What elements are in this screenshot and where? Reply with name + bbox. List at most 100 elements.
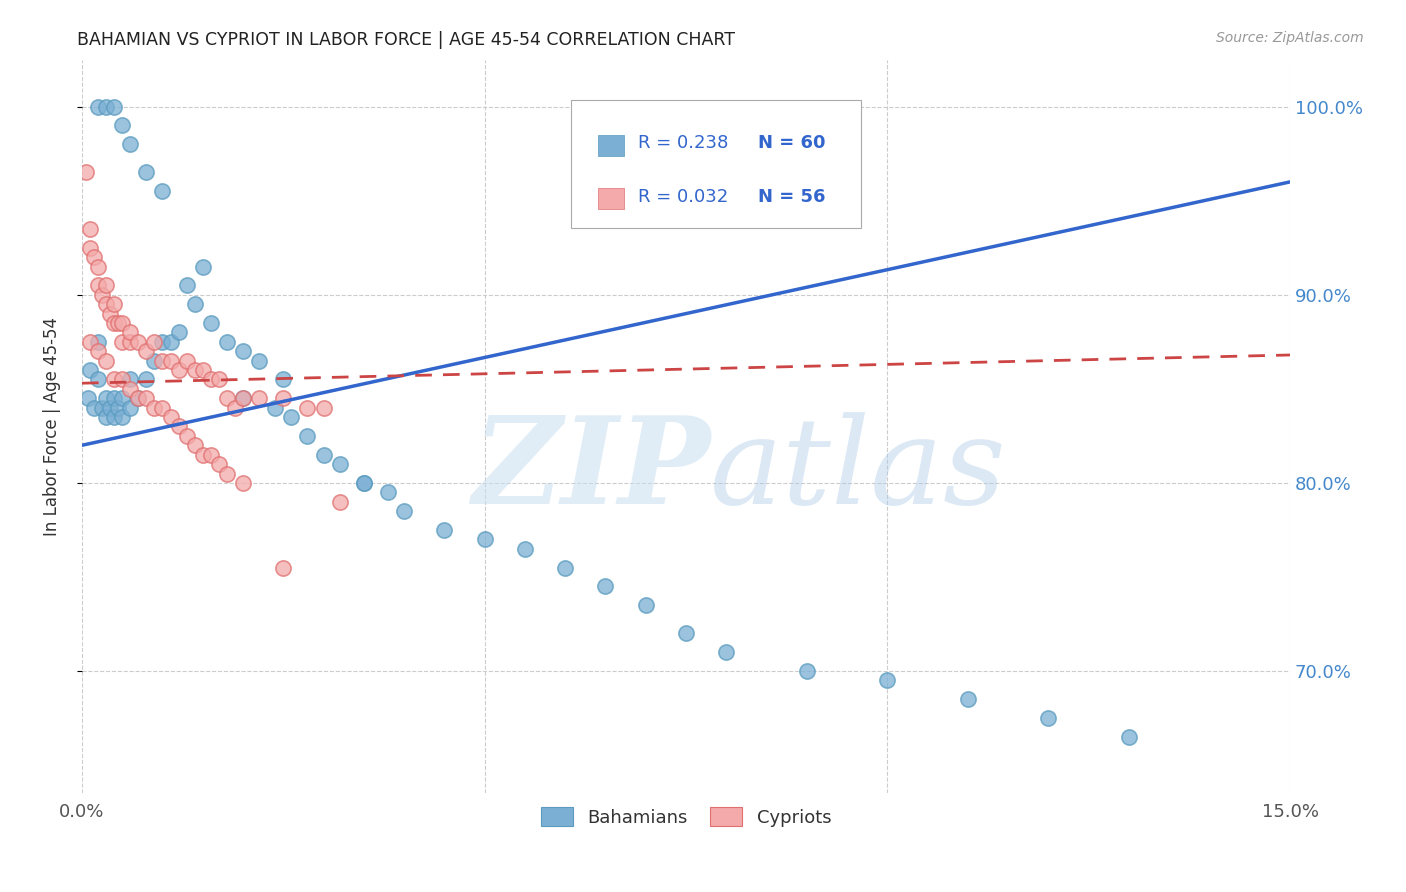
Point [103, 372, 125, 386]
Point [224, 401, 246, 415]
Point [135, 391, 157, 405]
Point [103, 297, 125, 311]
Point [79, 363, 101, 377]
FancyBboxPatch shape [598, 188, 624, 210]
Point [876, 673, 898, 688]
Point [271, 391, 294, 405]
Point [271, 372, 294, 386]
Point [191, 363, 214, 377]
Point [247, 391, 270, 405]
Y-axis label: In Labor Force | Age 45-54: In Labor Force | Age 45-54 [44, 317, 60, 536]
Point [135, 165, 157, 179]
Point [135, 344, 157, 359]
Point [111, 372, 134, 386]
Point [120, 382, 142, 396]
Text: R = 0.238: R = 0.238 [638, 135, 728, 153]
Point [329, 457, 352, 471]
Point [120, 372, 142, 386]
Point [312, 448, 335, 462]
Point [634, 598, 657, 612]
Point [111, 410, 134, 425]
Point [94, 410, 117, 425]
Point [94, 278, 117, 293]
Point [297, 401, 319, 415]
Point [143, 334, 166, 349]
Point [474, 533, 496, 547]
Point [94, 297, 117, 311]
Point [183, 438, 205, 452]
Point [91, 401, 114, 415]
Point [176, 353, 198, 368]
Point [191, 448, 214, 462]
Point [1038, 711, 1060, 725]
Point [120, 137, 142, 152]
Point [127, 391, 149, 405]
Point [127, 334, 149, 349]
Point [312, 401, 335, 415]
Point [87, 372, 110, 386]
Point [111, 391, 134, 405]
Text: R = 0.032: R = 0.032 [638, 188, 728, 206]
Point [94, 100, 117, 114]
Point [152, 184, 174, 198]
Text: Source: ZipAtlas.com: Source: ZipAtlas.com [1216, 31, 1364, 45]
Point [103, 100, 125, 114]
Point [232, 475, 254, 490]
Point [135, 372, 157, 386]
Point [107, 401, 129, 415]
Point [232, 391, 254, 405]
Point [796, 664, 818, 678]
Point [159, 410, 181, 425]
Point [120, 334, 142, 349]
FancyBboxPatch shape [598, 135, 624, 156]
Point [176, 429, 198, 443]
Point [94, 353, 117, 368]
Point [87, 260, 110, 274]
Point [215, 334, 238, 349]
Point [143, 353, 166, 368]
Point [208, 372, 231, 386]
Legend: Bahamians, Cypriots: Bahamians, Cypriots [531, 798, 841, 836]
Point [271, 560, 294, 574]
Point [87, 278, 110, 293]
Point [167, 363, 190, 377]
Point [232, 391, 254, 405]
Point [232, 344, 254, 359]
Point [433, 523, 456, 537]
Point [83, 401, 105, 415]
Point [79, 222, 101, 236]
Point [353, 475, 375, 490]
Point [200, 448, 222, 462]
Point [83, 250, 105, 264]
Point [675, 626, 697, 640]
Point [200, 372, 222, 386]
Point [956, 692, 979, 706]
Point [167, 419, 190, 434]
Point [215, 467, 238, 481]
Point [91, 287, 114, 301]
Point [87, 344, 110, 359]
Point [103, 410, 125, 425]
Point [191, 260, 214, 274]
Point [208, 457, 231, 471]
Point [280, 410, 302, 425]
Point [595, 579, 617, 593]
Point [329, 494, 352, 508]
Text: atlas: atlas [710, 412, 1007, 529]
Point [111, 316, 134, 330]
Point [297, 429, 319, 443]
Point [377, 485, 399, 500]
Point [215, 391, 238, 405]
Point [87, 334, 110, 349]
Point [103, 316, 125, 330]
Point [159, 353, 181, 368]
Point [77, 391, 100, 405]
Point [152, 401, 174, 415]
Point [167, 326, 190, 340]
Point [152, 334, 174, 349]
Point [143, 401, 166, 415]
Point [152, 353, 174, 368]
Point [111, 119, 134, 133]
Point [98, 307, 121, 321]
Point [200, 316, 222, 330]
